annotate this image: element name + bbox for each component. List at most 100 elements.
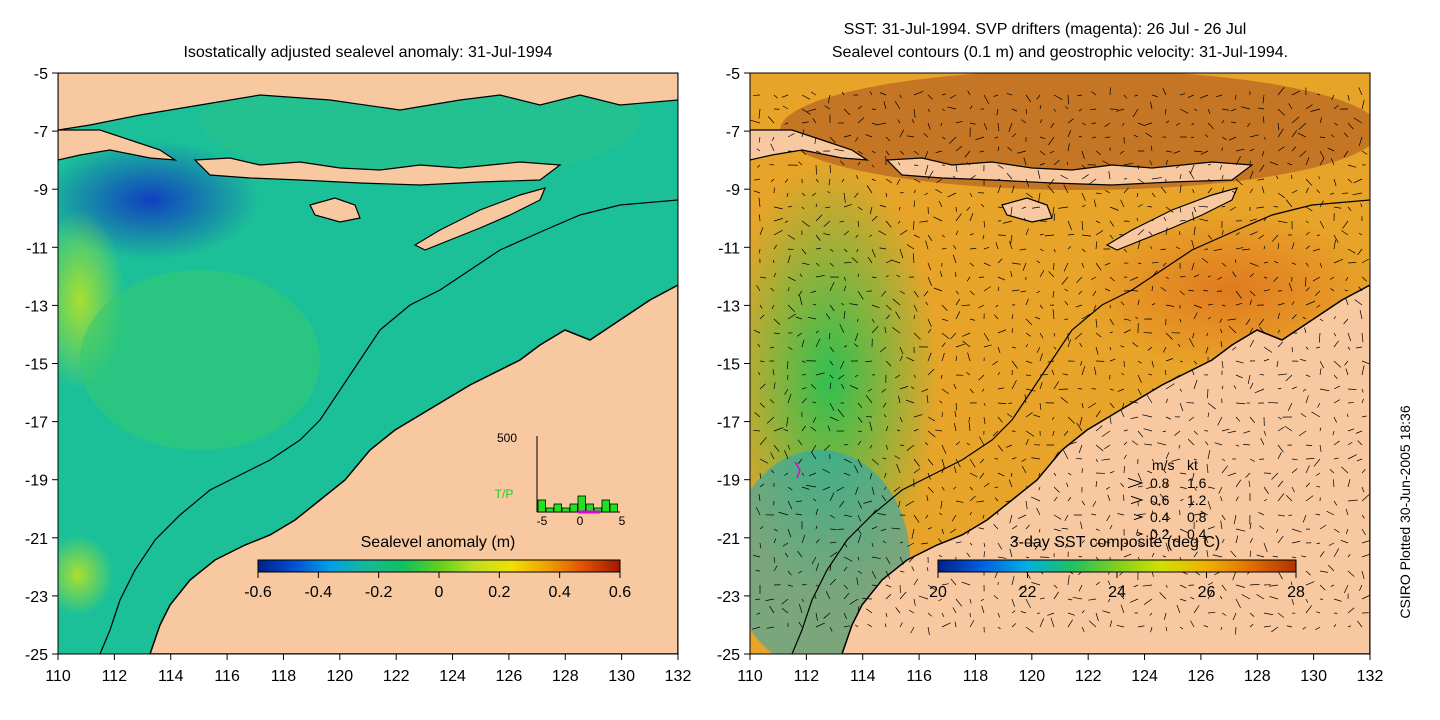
velocity-arrow	[894, 101, 901, 110]
velocity-arrow	[1227, 430, 1237, 434]
velocity-arrow	[1241, 594, 1251, 600]
velocity-arrow	[1179, 174, 1182, 180]
velocity-arrow	[770, 287, 775, 292]
velocity-arrow	[843, 566, 848, 572]
velocity-arrow	[890, 259, 901, 264]
velocity-arrow	[969, 175, 976, 180]
velocity-arrow	[1067, 233, 1075, 236]
velocity-arrow	[1221, 514, 1226, 521]
velocity-arrow	[941, 486, 945, 491]
velocity-arrow	[854, 465, 859, 474]
left-colorbar-tick-label: -0.2	[365, 584, 393, 601]
velocity-arrow	[1157, 442, 1167, 446]
velocity-arrow	[759, 248, 761, 254]
velocity-arrow	[885, 275, 889, 278]
velocity-arrow	[799, 295, 803, 306]
velocity-arrow	[1361, 486, 1365, 493]
velocity-arrow	[1017, 514, 1027, 520]
velocity-arrow	[927, 108, 930, 113]
velocity-arrow	[1179, 388, 1182, 392]
velocity-arrow	[1340, 539, 1349, 544]
velocity-arrow	[1137, 122, 1146, 127]
velocity-arrow	[1248, 480, 1251, 488]
velocity-arrow	[906, 444, 915, 452]
velocity-arrow	[1218, 486, 1223, 494]
velocity-arrow	[969, 388, 974, 394]
velocity-arrow	[1249, 550, 1252, 558]
velocity-arrow	[1333, 340, 1340, 348]
velocity-arrow	[1067, 130, 1072, 138]
velocity-arrow	[1179, 402, 1184, 412]
histogram-label: T/P	[495, 487, 514, 501]
velocity-arrow	[1179, 626, 1184, 630]
velocity-arrow	[1249, 522, 1252, 530]
velocity-arrow	[961, 581, 971, 586]
velocity-arrow	[1151, 177, 1162, 180]
velocity-arrow	[885, 259, 893, 264]
velocity-arrow	[1011, 598, 1015, 607]
velocity-arrow	[1291, 262, 1297, 265]
right-lat-tick-label: -5	[726, 66, 740, 83]
velocity-arrow	[843, 248, 848, 253]
velocity-arrow	[911, 566, 915, 572]
velocity-arrow	[1333, 440, 1340, 446]
velocity-arrow	[1305, 598, 1309, 603]
velocity-arrow	[955, 458, 961, 468]
velocity-arrow	[1081, 150, 1085, 159]
velocity-arrow	[1315, 472, 1321, 477]
velocity-arrow	[1078, 555, 1083, 558]
velocity-arrow	[1288, 282, 1293, 292]
velocity-arrow	[955, 311, 961, 320]
velocity-arrow	[1025, 343, 1028, 348]
velocity-arrow	[1258, 525, 1265, 530]
velocity-arrow	[1191, 472, 1195, 481]
velocity-arrow	[885, 360, 892, 367]
velocity-arrow	[1221, 612, 1227, 616]
velocity-arrow	[1120, 410, 1125, 418]
left-lat-tick-label: -19	[25, 473, 48, 490]
velocity-arrow	[1093, 304, 1097, 312]
velocity-arrow	[773, 427, 784, 432]
velocity-arrow	[979, 458, 985, 464]
velocity-arrow	[1118, 592, 1125, 600]
velocity-arrow	[1333, 598, 1342, 602]
velocity-arrow	[1137, 472, 1142, 482]
legend-value-kt: 0.4	[1187, 526, 1207, 542]
velocity-arrow	[953, 383, 957, 390]
velocity-arrow	[1316, 304, 1321, 308]
velocity-arrow	[881, 388, 887, 393]
velocity-arrow	[841, 383, 845, 390]
velocity-arrow	[1263, 276, 1268, 279]
velocity-arrow	[962, 340, 971, 348]
velocity-arrow	[871, 458, 879, 466]
velocity-arrow	[1095, 150, 1102, 156]
velocity-arrow	[921, 542, 929, 545]
right-colorbar-tick-label: 24	[1108, 584, 1126, 601]
velocity-arrow	[773, 556, 776, 563]
velocity-arrow	[884, 486, 887, 491]
velocity-arrow	[913, 598, 916, 606]
velocity-arrow	[1123, 542, 1128, 545]
velocity-arrow	[978, 527, 985, 530]
velocity-arrow	[1039, 304, 1044, 309]
velocity-arrow	[1271, 626, 1279, 633]
velocity-arrow	[1008, 402, 1013, 404]
legend-value-ms: 0.4	[1150, 509, 1170, 525]
velocity-arrow	[1361, 360, 1370, 365]
velocity-arrow	[1102, 160, 1111, 166]
velocity-arrow	[837, 408, 845, 418]
velocity-arrow	[811, 192, 817, 197]
velocity-arrow	[895, 607, 901, 614]
velocity-arrow	[1007, 146, 1013, 152]
velocity-arrow	[1277, 146, 1285, 152]
velocity-arrow	[1123, 318, 1131, 321]
velocity-arrow	[1207, 611, 1216, 614]
velocity-arrow	[815, 247, 821, 250]
velocity-arrow	[839, 360, 845, 369]
velocity-arrow	[766, 626, 775, 629]
velocity-arrow	[876, 122, 887, 126]
velocity-arrow	[1333, 385, 1341, 390]
velocity-arrow	[1232, 346, 1237, 351]
velocity-arrow	[1179, 219, 1186, 222]
